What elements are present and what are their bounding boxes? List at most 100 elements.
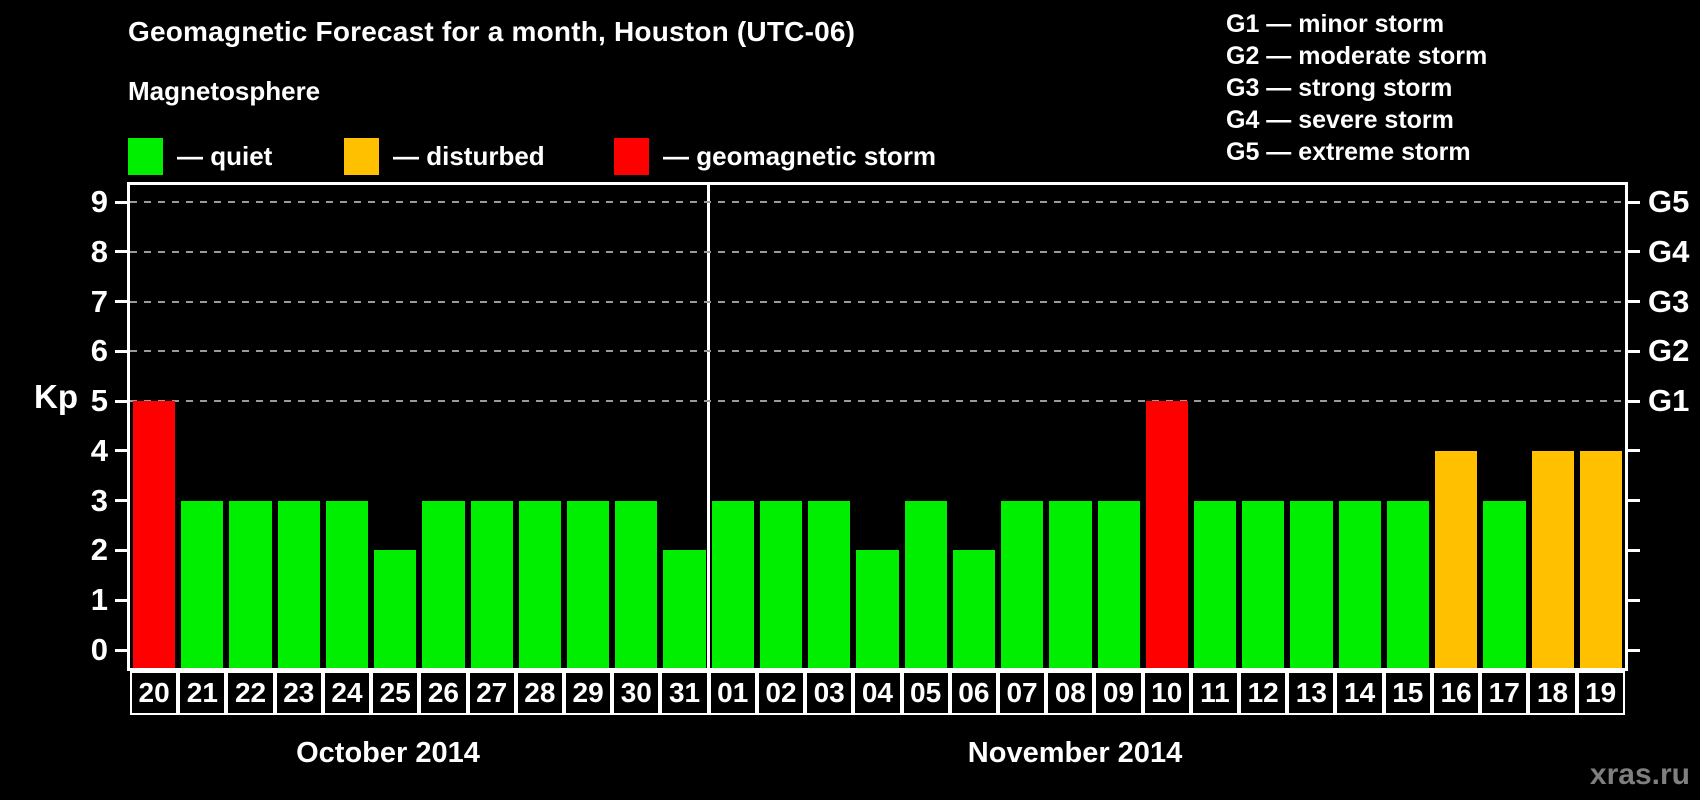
y-axis-tick [115, 200, 127, 204]
kp-bar [133, 401, 176, 668]
kp-bar [1193, 500, 1237, 668]
storm-color-swatch [614, 137, 649, 175]
y-axis-tick-label: 6 [90, 333, 108, 369]
y-axis-tick [115, 250, 127, 254]
date-cell: 06 [949, 671, 998, 715]
right-axis-g-label: G1 [1648, 383, 1690, 419]
y-axis-tick-label: 4 [90, 432, 108, 468]
month-label-november: November 2014 [967, 737, 1183, 769]
date-cell: 20 [130, 671, 179, 715]
date-cell: 26 [419, 671, 468, 715]
date-cell: 25 [371, 671, 420, 715]
kp-bar [325, 500, 369, 668]
date-cell: 07 [997, 671, 1047, 715]
right-axis-g-label: G3 [1648, 283, 1690, 319]
chart-title: Geomagnetic Forecast for a month, Housto… [128, 16, 856, 47]
date-cell: 15 [1383, 671, 1432, 715]
grid-line [130, 201, 1625, 203]
date-cell: 21 [178, 671, 227, 715]
date-cell: 24 [322, 671, 372, 715]
date-cell: 11 [1190, 671, 1240, 715]
date-cell: 14 [1335, 671, 1384, 715]
kp-bar [518, 500, 562, 668]
right-axis-tick [1628, 349, 1640, 353]
date-cell: 02 [756, 671, 806, 715]
date-cell: 17 [1480, 671, 1529, 715]
storm-scale-legend-line: G5 — extreme storm [1226, 138, 1471, 166]
date-cell: 09 [1094, 671, 1143, 715]
disturbed-color-swatch [344, 137, 379, 175]
date-cell: 03 [805, 671, 854, 715]
y-axis-tick [115, 648, 127, 652]
kp-bar [1097, 500, 1140, 668]
x-axis-date-row: 20 21 22 23 24 25 26 27 28 29 30 31 01 02 03 04 05 06 07 08… [130, 671, 1625, 715]
date-cell: 28 [515, 671, 564, 715]
kp-bar [1435, 450, 1478, 668]
date-cell: 19 [1576, 671, 1625, 715]
kp-bar [181, 500, 224, 668]
right-axis-g-label: G5 [1648, 184, 1690, 219]
right-axis-tick [1628, 250, 1640, 254]
y-axis-tick-label: 2 [90, 532, 108, 568]
grid-line [130, 350, 1625, 353]
right-axis-g-label: G4 [1648, 233, 1690, 269]
legend-item-quiet: — quiet [128, 136, 272, 176]
storm-scale-legend-line: G4 — severe storm [1226, 106, 1454, 134]
right-axis-tick [1628, 648, 1640, 652]
kp-bar [229, 500, 272, 668]
y-axis-tick-label: 8 [90, 233, 108, 269]
y-axis-tick [115, 349, 127, 353]
right-axis-tick [1628, 399, 1640, 403]
y-axis-tick [115, 300, 127, 304]
right-axis-tick [1628, 300, 1640, 304]
legend-item-storm: — geomagnetic storm [614, 136, 936, 176]
grid-line [130, 400, 1625, 403]
storm-scale-legend-line: G2 — moderate storm [1226, 42, 1488, 70]
legend-item-label: — quiet [177, 140, 273, 171]
quiet-color-swatch [128, 137, 163, 175]
kp-bar [1145, 401, 1188, 668]
date-cell: 22 [226, 671, 275, 715]
date-cell: 18 [1528, 671, 1577, 715]
date-cell: 27 [467, 671, 516, 715]
date-cell: 01 [708, 671, 757, 715]
y-axis-tick-label: 1 [90, 582, 108, 618]
date-cell: 04 [853, 671, 902, 715]
kp-bar [470, 500, 513, 668]
month-divider-line [707, 185, 711, 668]
kp-bar [856, 550, 899, 668]
y-axis-tick-label: 5 [90, 383, 108, 419]
right-axis-tick [1628, 548, 1640, 552]
date-cell: 12 [1239, 671, 1288, 715]
right-axis-tick [1628, 200, 1640, 204]
date-cell: 23 [274, 671, 323, 715]
y-axis-tick [115, 399, 127, 403]
y-axis-tick-label: 0 [90, 632, 108, 667]
grid-line [130, 250, 1625, 253]
date-cell: 29 [563, 671, 613, 715]
kp-bar [904, 500, 947, 668]
grid-line [130, 300, 1625, 303]
right-axis-tick [1628, 449, 1640, 453]
y-axis-tick [115, 548, 127, 552]
kp-bar [1579, 450, 1622, 668]
date-cell: 30 [612, 671, 661, 715]
date-cell: 08 [1046, 671, 1095, 715]
kp-bar [1290, 500, 1333, 668]
kp-bar [1386, 500, 1430, 668]
y-axis-tick [115, 598, 127, 602]
kp-bar [374, 550, 417, 668]
plot-area [127, 182, 1628, 671]
kp-bar [663, 550, 706, 668]
y-axis-tick-label: 7 [90, 283, 108, 319]
kp-bar [952, 550, 996, 668]
kp-bar [1001, 500, 1044, 668]
y-axis-tick [115, 449, 127, 453]
kp-bar [567, 500, 610, 668]
date-cell: 31 [660, 671, 709, 715]
kp-bar [711, 500, 754, 668]
y-axis-tick [115, 499, 127, 503]
kp-bar [615, 500, 658, 668]
date-cell: 13 [1287, 671, 1336, 715]
